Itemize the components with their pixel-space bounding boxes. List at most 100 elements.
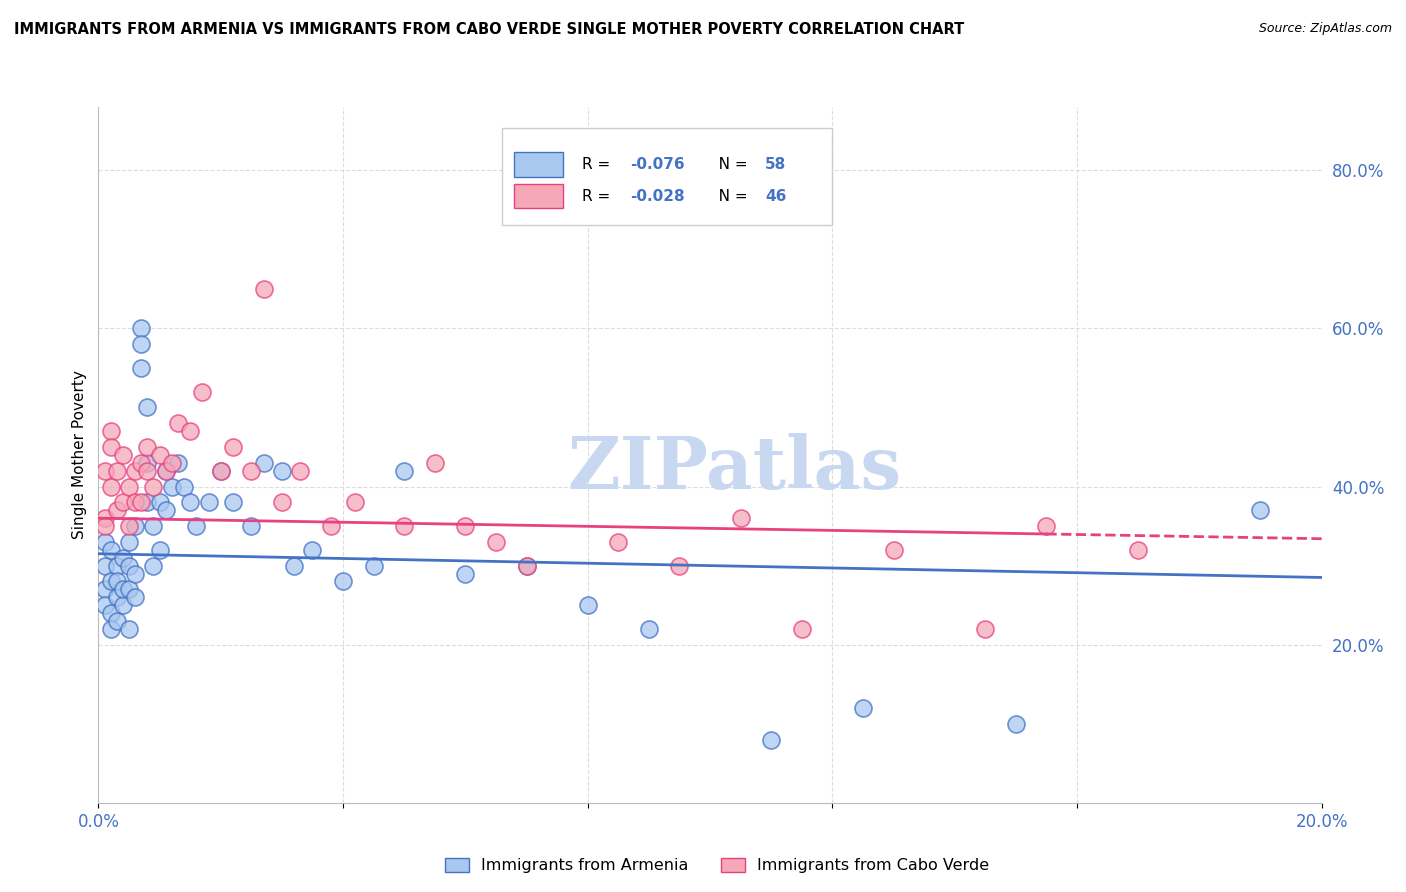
Point <box>111 550 134 565</box>
Point <box>129 456 152 470</box>
Point <box>240 464 263 478</box>
Point <box>105 591 128 605</box>
Text: IMMIGRANTS FROM ARMENIA VS IMMIGRANTS FROM CABO VERDE SINGLE MOTHER POVERTY CORR: IMMIGRANTS FROM ARMENIA VS IMMIGRANTS FR… <box>14 22 965 37</box>
Point <box>124 495 146 509</box>
Point <box>516 558 538 573</box>
Point <box>142 519 165 533</box>
Point <box>454 519 477 533</box>
Point <box>319 519 342 533</box>
Text: R =: R = <box>582 188 614 203</box>
Point <box>93 598 115 612</box>
Point <box>668 558 690 573</box>
Text: ZIPatlas: ZIPatlas <box>568 434 901 504</box>
Point <box>186 519 208 533</box>
Point <box>344 495 367 509</box>
Point <box>240 519 263 533</box>
Text: 46: 46 <box>765 188 786 203</box>
Point <box>759 732 782 747</box>
Point <box>252 282 274 296</box>
Text: N =: N = <box>704 188 752 203</box>
Text: 58: 58 <box>765 157 786 172</box>
Point <box>454 566 477 581</box>
Point <box>1249 503 1271 517</box>
Point <box>149 495 172 509</box>
Point <box>423 456 446 470</box>
Point <box>111 495 134 509</box>
Point <box>155 464 177 478</box>
Point <box>100 542 122 557</box>
Point <box>105 614 128 628</box>
Point <box>167 417 190 431</box>
Point <box>93 511 115 525</box>
Point <box>730 511 752 525</box>
Point <box>136 456 159 470</box>
Legend: Immigrants from Armenia, Immigrants from Cabo Verde: Immigrants from Armenia, Immigrants from… <box>439 851 995 880</box>
Point <box>179 424 201 438</box>
Point <box>160 456 183 470</box>
Point <box>100 479 122 493</box>
Point <box>93 558 115 573</box>
Point <box>129 321 152 335</box>
Point <box>100 424 122 438</box>
Point <box>105 503 128 517</box>
Text: -0.028: -0.028 <box>630 188 685 203</box>
Point <box>118 622 141 636</box>
Y-axis label: Single Mother Poverty: Single Mother Poverty <box>72 370 87 540</box>
Point <box>136 440 159 454</box>
Point <box>576 598 599 612</box>
Point <box>124 566 146 581</box>
Point <box>118 519 141 533</box>
Point <box>392 464 416 478</box>
Point <box>111 598 134 612</box>
Point <box>93 582 115 597</box>
Text: R =: R = <box>582 157 614 172</box>
Point <box>252 456 274 470</box>
Point <box>301 542 323 557</box>
Point <box>93 534 115 549</box>
Point <box>392 519 416 533</box>
Point <box>191 384 214 399</box>
Point <box>118 534 141 549</box>
Point <box>160 479 183 493</box>
Point <box>142 479 165 493</box>
FancyBboxPatch shape <box>515 184 564 208</box>
Point <box>209 464 232 478</box>
Point <box>111 448 134 462</box>
Point <box>270 464 292 478</box>
Point <box>129 360 152 375</box>
Point <box>179 495 201 509</box>
Point <box>167 456 190 470</box>
Point <box>118 582 141 597</box>
Point <box>93 464 115 478</box>
Point <box>136 495 159 509</box>
Point <box>637 622 661 636</box>
Point <box>136 464 159 478</box>
FancyBboxPatch shape <box>515 153 564 177</box>
Point <box>485 534 508 549</box>
Point <box>105 558 128 573</box>
Point <box>1035 519 1057 533</box>
Point <box>105 574 128 589</box>
Point <box>118 479 141 493</box>
Point <box>332 574 354 589</box>
FancyBboxPatch shape <box>502 128 832 226</box>
Point <box>173 479 195 493</box>
Point <box>149 542 172 557</box>
Point <box>516 558 538 573</box>
Point <box>155 464 177 478</box>
Point <box>100 606 122 620</box>
Point <box>142 558 165 573</box>
Point <box>222 495 245 509</box>
Point <box>883 542 905 557</box>
Point <box>105 464 128 478</box>
Point <box>155 503 177 517</box>
Point <box>790 622 813 636</box>
Point <box>124 519 146 533</box>
Point <box>124 464 146 478</box>
Text: N =: N = <box>704 157 752 172</box>
Point <box>222 440 245 454</box>
Point <box>974 622 997 636</box>
Point <box>363 558 385 573</box>
Point <box>270 495 292 509</box>
Point <box>1004 716 1026 731</box>
